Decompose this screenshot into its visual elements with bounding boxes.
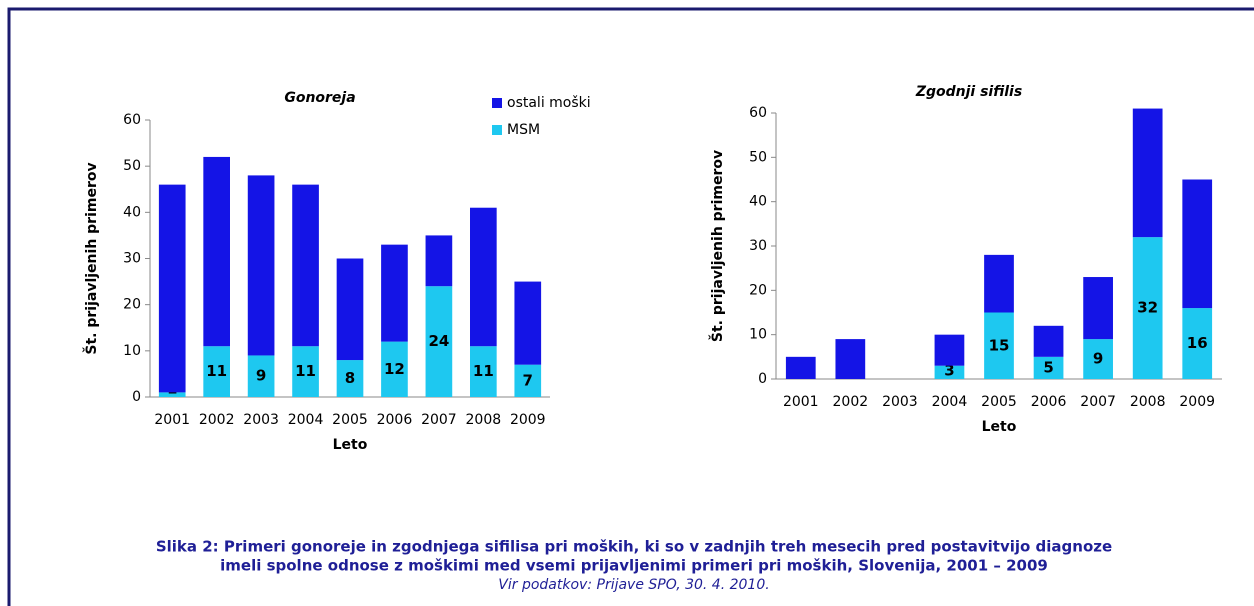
x-tick-label: 2009 xyxy=(510,412,546,428)
bar-segment xyxy=(1033,356,1064,379)
bar-segment xyxy=(425,235,453,287)
y-tick-label: 50 xyxy=(123,158,141,174)
bar-segment xyxy=(984,312,1014,379)
x-axis-label: Leto xyxy=(982,419,1017,435)
y-tick-label: 10 xyxy=(749,327,767,343)
data-label: 16 xyxy=(1187,334,1208,352)
y-tick-label: 40 xyxy=(123,204,141,220)
bar-segment xyxy=(1182,308,1213,379)
bar-segment xyxy=(292,346,319,397)
y-tick-label: 0 xyxy=(132,389,141,405)
bar-segment xyxy=(1132,237,1163,379)
data-label: 12 xyxy=(384,360,405,378)
y-tick-label: 20 xyxy=(749,282,767,298)
bar-segment xyxy=(1083,339,1113,379)
bar-segment xyxy=(934,365,965,379)
x-tick-label: 2004 xyxy=(932,394,968,410)
data-label: 11 xyxy=(295,362,316,380)
y-tick-label: 10 xyxy=(123,343,141,359)
bar-segment xyxy=(158,184,186,393)
x-tick-label: 2008 xyxy=(466,412,502,428)
frame xyxy=(7,7,1254,606)
bar-segment xyxy=(336,360,364,397)
bar-segment xyxy=(1182,179,1213,309)
x-tick-label: 2007 xyxy=(1080,394,1116,410)
bar-segment xyxy=(514,364,542,397)
bar-segment xyxy=(292,184,319,347)
x-tick-label: 2001 xyxy=(783,394,819,410)
y-tick-label: 0 xyxy=(758,371,767,387)
x-tick-label: 2005 xyxy=(981,394,1017,410)
data-label: 11 xyxy=(206,362,227,380)
y-tick-label: 20 xyxy=(123,297,141,313)
y-tick-label: 60 xyxy=(123,112,141,128)
x-tick-label: 2002 xyxy=(833,394,869,410)
bar-segment xyxy=(785,356,816,379)
bar-segment xyxy=(425,286,453,397)
bar-segment xyxy=(203,346,230,397)
legend-swatch xyxy=(492,98,502,108)
x-tick-label: 2004 xyxy=(288,412,324,428)
chart-title: Zgodnji sifilis xyxy=(915,84,1022,100)
bar-segment xyxy=(381,244,408,342)
y-tick-label: 40 xyxy=(749,194,767,210)
x-tick-label: 2002 xyxy=(199,412,235,428)
bar-segment xyxy=(1132,108,1163,238)
legend-label: ostali moški xyxy=(507,95,591,111)
bar-segment xyxy=(336,258,364,361)
bar-segment xyxy=(1083,277,1113,340)
data-label: 9 xyxy=(256,367,266,385)
bar-segment xyxy=(158,392,186,397)
caption-line: imeli spolne odnose z moškimi med vsemi … xyxy=(220,557,1048,575)
x-tick-label: 2003 xyxy=(243,412,279,428)
data-label: 3 xyxy=(944,362,954,380)
x-tick-label: 2009 xyxy=(1179,394,1215,410)
caption-line: Slika 2: Primeri gonoreje in zgodnjega s… xyxy=(156,538,1112,556)
data-label: 9 xyxy=(1093,350,1103,368)
x-tick-label: 2003 xyxy=(882,394,918,410)
y-axis-label: Št. prijavljenih primerov xyxy=(82,162,100,354)
x-tick-label: 2007 xyxy=(421,412,457,428)
bar-segment xyxy=(1033,325,1064,357)
x-axis-label: Leto xyxy=(333,437,368,453)
bar-segment xyxy=(381,341,408,397)
caption-source: Vir podatkov: Prijave SPO, 30. 4. 2010. xyxy=(498,577,769,593)
bar-segment xyxy=(247,355,275,397)
data-label: 7 xyxy=(523,371,533,389)
data-label: 32 xyxy=(1137,299,1158,317)
data-label: 8 xyxy=(345,369,355,387)
bar-segment xyxy=(470,346,497,397)
bar-segment xyxy=(470,207,497,347)
y-tick-label: 30 xyxy=(749,238,767,254)
x-tick-label: 2001 xyxy=(154,412,190,428)
chart-title: Gonoreja xyxy=(284,90,355,106)
y-tick-label: 30 xyxy=(123,251,141,267)
x-tick-label: 2005 xyxy=(332,412,368,428)
legend-swatch xyxy=(492,125,502,135)
bar-segment xyxy=(247,175,275,356)
data-label: 24 xyxy=(428,332,449,350)
bar-segment xyxy=(934,334,965,366)
bar-segment xyxy=(514,281,542,365)
x-tick-label: 2006 xyxy=(377,412,413,428)
data-label: 15 xyxy=(989,336,1010,354)
data-label: 5 xyxy=(1043,358,1053,376)
bar-segment xyxy=(203,156,230,347)
y-tick-label: 50 xyxy=(749,149,767,165)
x-tick-label: 2006 xyxy=(1031,394,1067,410)
legend-label: MSM xyxy=(507,122,540,138)
y-axis-label: Št. prijavljenih primerov xyxy=(708,150,726,342)
bar-segment xyxy=(835,339,866,379)
data-label: 11 xyxy=(473,362,494,380)
y-tick-label: 60 xyxy=(749,105,767,121)
bar-segment xyxy=(984,254,1014,313)
x-tick-label: 2008 xyxy=(1130,394,1166,410)
